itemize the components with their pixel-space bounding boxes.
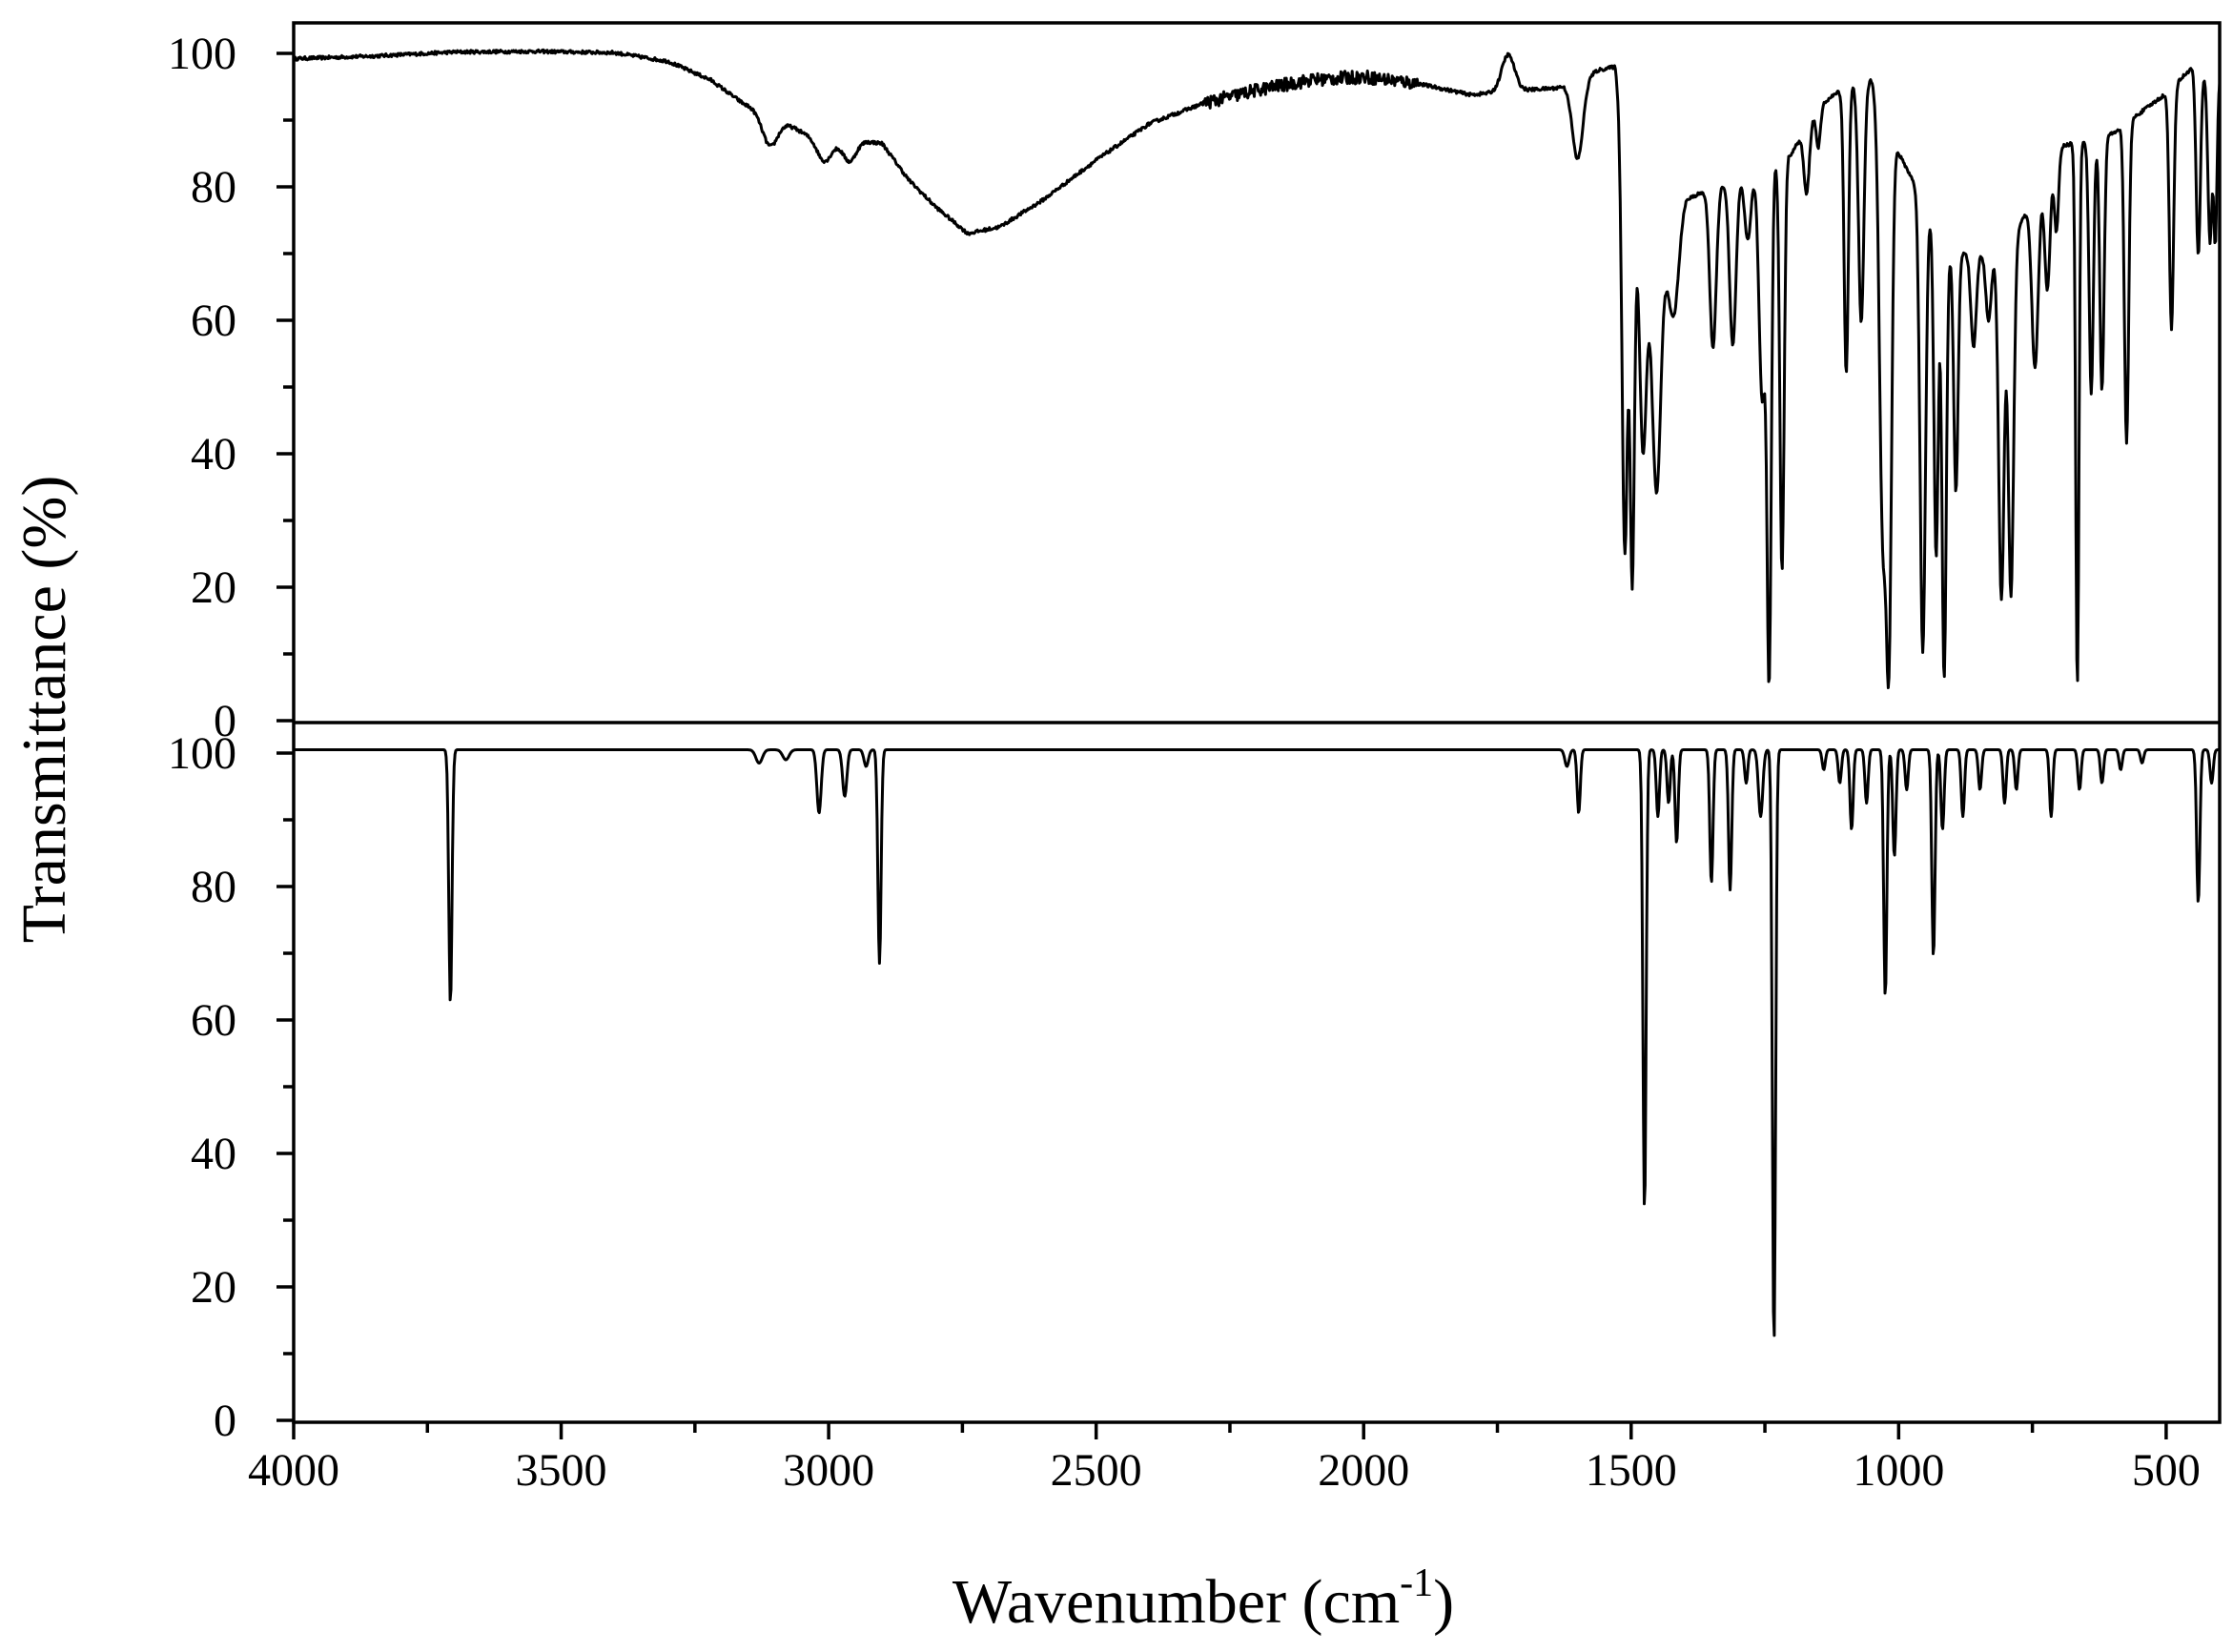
y-tick-label: 40 xyxy=(191,429,236,479)
x-tick-label: 2000 xyxy=(1318,1445,1409,1496)
top-panel: 0 20 40 60 80 100 xyxy=(168,29,2222,746)
x-tick-label: 3500 xyxy=(516,1445,607,1496)
y-tick-label: 80 xyxy=(191,162,236,213)
x-tick-label: 1500 xyxy=(1586,1445,1677,1496)
y-tick-label: 100 xyxy=(168,29,236,79)
y-tick-label: 20 xyxy=(191,562,236,613)
y-tick-label: 20 xyxy=(191,1262,236,1313)
x-tick-labels: 4000 3500 3000 2500 2000 1500 1000 500 xyxy=(248,1445,2201,1496)
y-tick-label: 80 xyxy=(191,862,236,912)
x-tick-label: 4000 xyxy=(248,1445,339,1496)
x-tick-label: 3000 xyxy=(783,1445,874,1496)
axis-ticks xyxy=(277,51,2168,1439)
y-tick-label: 40 xyxy=(191,1129,236,1179)
x-axis-title-main: Wavenumber (cm xyxy=(953,1567,1400,1637)
y-axis-title: Transmittance (%) xyxy=(10,476,79,944)
x-tick-label: 2500 xyxy=(1051,1445,1142,1496)
x-axis-title-superscript: -1 xyxy=(1400,1561,1433,1605)
bottom-y-tick-labels: 0 20 40 60 80 100 xyxy=(168,728,236,1446)
top-y-tick-labels: 0 20 40 60 80 100 xyxy=(168,29,236,746)
x-tick-label: 1000 xyxy=(1853,1445,1944,1496)
y-tick-label: 0 xyxy=(214,1396,236,1446)
bottom-panel: 0 20 40 60 80 100 xyxy=(168,728,2221,1446)
top-spectrum-line xyxy=(292,48,2222,689)
x-axis-title-close: ) xyxy=(1433,1567,1454,1637)
y-tick-label: 100 xyxy=(168,728,236,779)
y-tick-label: 60 xyxy=(191,995,236,1046)
y-tick-label: 60 xyxy=(191,296,236,346)
y-tick-label: 0 xyxy=(214,696,236,746)
x-axis-title: Wavenumber (cm-1) xyxy=(953,1561,1454,1637)
x-tick-label: 500 xyxy=(2132,1445,2201,1496)
bottom-spectrum-line xyxy=(293,748,2221,1337)
